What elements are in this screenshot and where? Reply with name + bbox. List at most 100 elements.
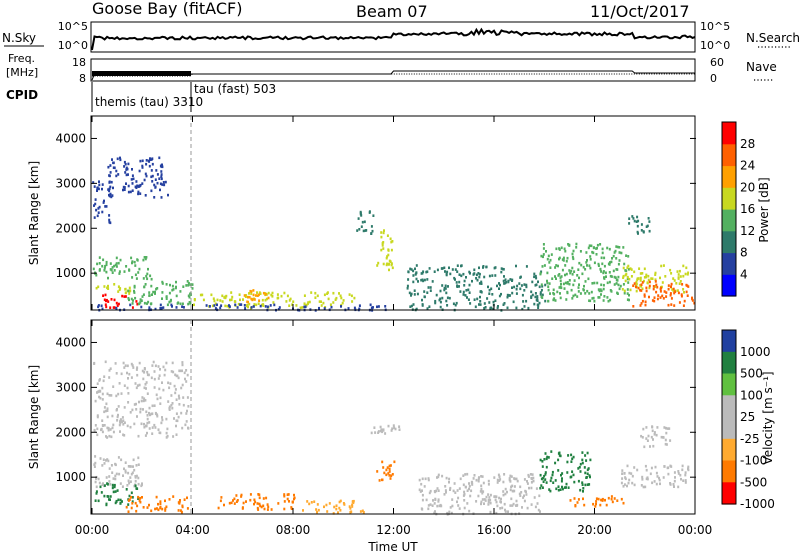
- vel-cell: [546, 455, 549, 459]
- vel-scatter-region-11: [620, 464, 690, 489]
- power-cell: [678, 301, 681, 304]
- power-cell: [108, 174, 111, 178]
- power-cell: [628, 277, 631, 281]
- vel-cell: [633, 483, 636, 487]
- vel-cell: [129, 465, 132, 468]
- power-cell: [584, 268, 587, 271]
- power-cell: [117, 302, 120, 306]
- power-cell: [665, 295, 668, 298]
- power-cell: [406, 287, 409, 290]
- vel-cell: [633, 466, 636, 469]
- power-cell: [98, 183, 101, 187]
- power-cell: [248, 292, 250, 295]
- vel-cell: [640, 434, 643, 438]
- power-cell: [566, 291, 569, 295]
- vel-cell: [135, 509, 138, 513]
- power-cell: [168, 291, 171, 295]
- power-scatter-region-9: [356, 210, 375, 235]
- power-cell: [643, 293, 646, 296]
- vel-cell: [159, 502, 162, 506]
- power-colorbar-swatch: [722, 143, 736, 167]
- power-cell: [570, 269, 573, 273]
- power-cell: [138, 169, 141, 173]
- power-cell: [558, 247, 561, 250]
- power-cell: [136, 184, 139, 188]
- power-cell: [108, 189, 111, 193]
- power-cell: [358, 304, 361, 307]
- vel-cell: [106, 483, 109, 486]
- vel-cell: [136, 366, 139, 369]
- power-cell: [182, 306, 185, 309]
- power-cell: [105, 270, 108, 274]
- vel-cell: [349, 507, 352, 510]
- vel-cell: [525, 490, 527, 494]
- power-cell: [95, 208, 98, 212]
- vel-cell: [530, 481, 533, 484]
- vel-cell: [433, 511, 436, 515]
- power-cell: [219, 306, 222, 310]
- power-cell: [126, 167, 129, 171]
- power-cell: [124, 171, 127, 174]
- vel-cell: [108, 394, 111, 397]
- vel-cell: [384, 432, 387, 435]
- vel-cell: [471, 483, 474, 486]
- power-cell: [622, 246, 625, 249]
- vel-cell: [181, 504, 184, 508]
- vel-cell: [663, 426, 666, 429]
- power-cell: [465, 289, 468, 292]
- vel-cell: [427, 504, 430, 507]
- power-cell: [133, 289, 135, 293]
- power-cell: [564, 249, 567, 253]
- vel-cell: [544, 452, 547, 455]
- power-cell: [539, 291, 542, 294]
- power-cell: [536, 297, 539, 300]
- vel-cell: [390, 429, 393, 432]
- vel-cell: [112, 430, 115, 434]
- vel-cell: [235, 494, 238, 497]
- vel-cell: [542, 480, 545, 483]
- power-cell: [475, 273, 478, 277]
- power-cell: [480, 290, 483, 294]
- power-colorbar-frame: [721, 121, 737, 297]
- power-cell: [641, 272, 644, 275]
- power-cell: [243, 294, 246, 297]
- power-cell: [535, 276, 538, 280]
- vel-cell: [645, 426, 648, 429]
- vel-cell: [437, 489, 440, 492]
- power-cell: [623, 289, 626, 293]
- power-cell: [171, 305, 173, 308]
- power-cell: [208, 305, 211, 308]
- power-cell: [128, 269, 131, 272]
- power-cell: [137, 271, 140, 274]
- vel-cell: [158, 374, 161, 377]
- vel-cell: [315, 508, 318, 511]
- vel-cell: [526, 506, 529, 510]
- power-cell: [247, 305, 249, 309]
- power-cell: [124, 295, 127, 298]
- vel-scatter-region-1: [93, 455, 143, 489]
- vel-cell: [125, 505, 128, 509]
- vel-cell: [151, 364, 154, 367]
- vel-cell: [164, 509, 167, 512]
- power-cell: [472, 273, 475, 276]
- vel-cell: [106, 409, 109, 412]
- vel-cell: [480, 502, 482, 506]
- vel-cell: [161, 381, 163, 384]
- vel-cell: [263, 507, 266, 511]
- power-cell: [273, 303, 276, 307]
- vel-cell: [502, 480, 505, 484]
- power-cell: [161, 297, 163, 300]
- power-cell: [112, 161, 115, 165]
- power-cell: [523, 283, 526, 286]
- power-cell: [128, 292, 131, 295]
- power-cell: [199, 293, 202, 297]
- vel-cell: [457, 496, 460, 500]
- power-cell: [683, 299, 686, 303]
- power-cell: [230, 291, 233, 294]
- power-cell: [537, 280, 539, 284]
- power-cell: [629, 288, 632, 292]
- power-cell: [409, 267, 412, 271]
- power-cell: [578, 283, 580, 286]
- power-cell: [247, 295, 249, 299]
- power-cell: [660, 286, 663, 290]
